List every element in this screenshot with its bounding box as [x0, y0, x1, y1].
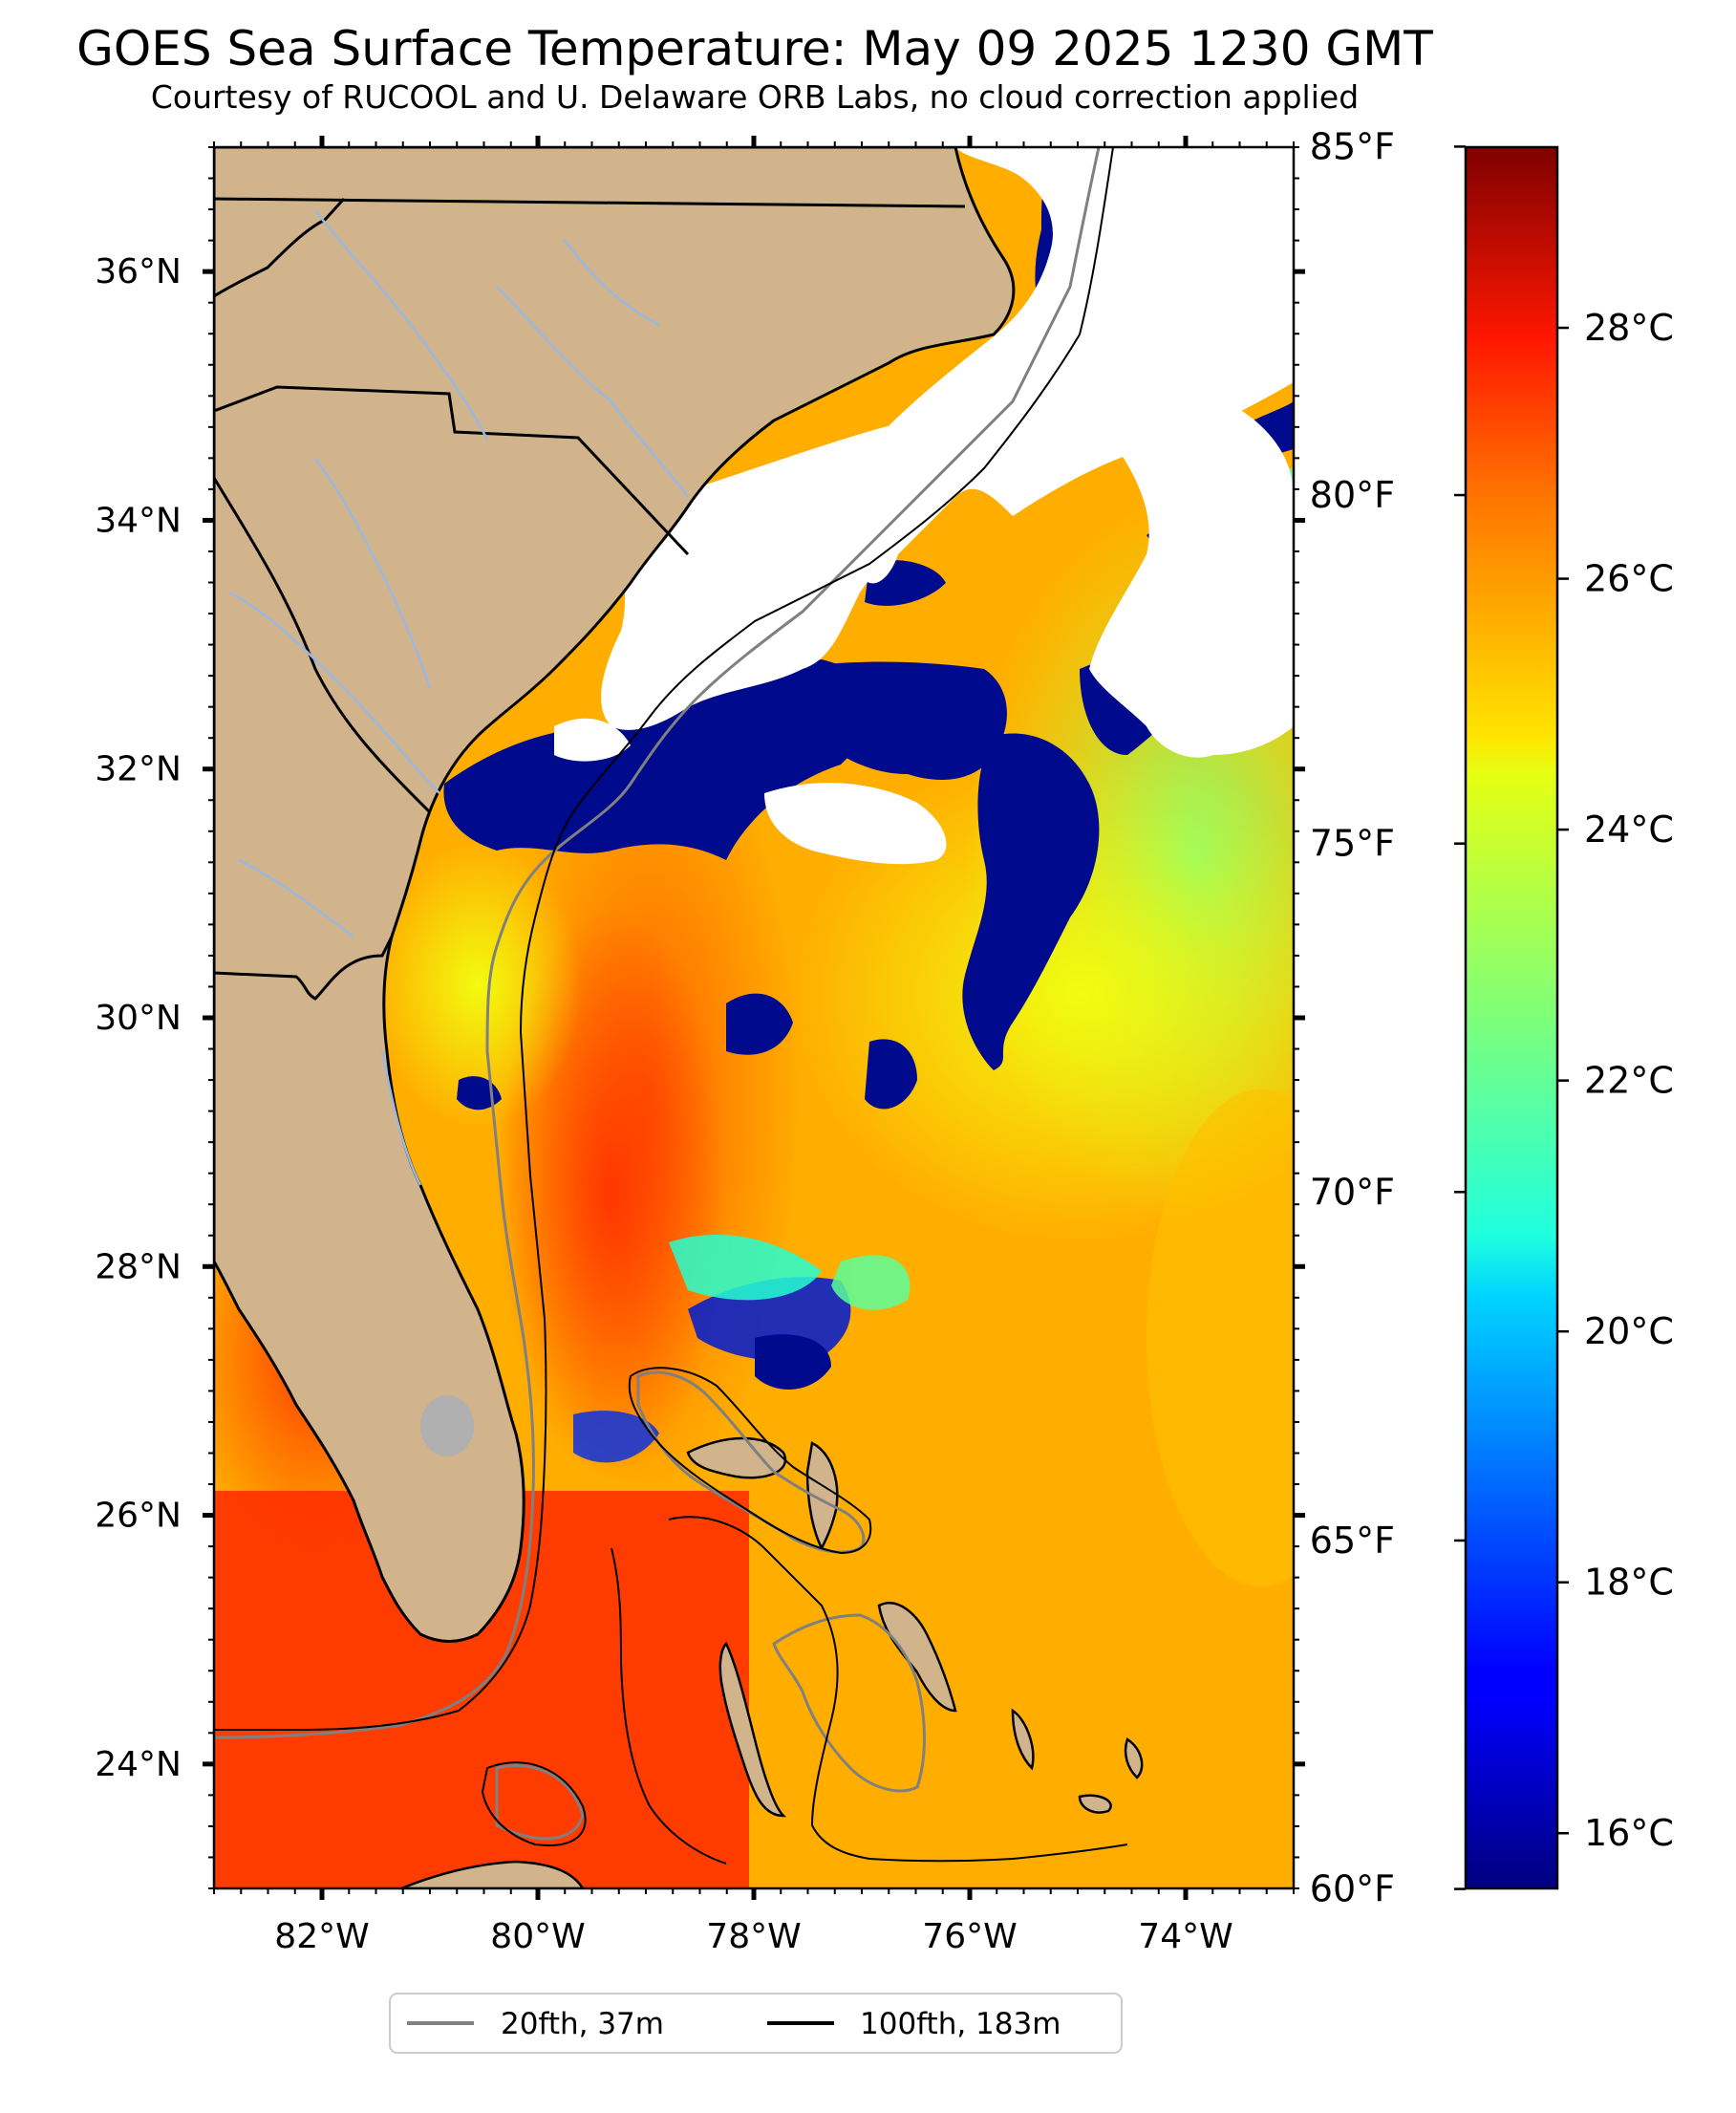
latitude-ticks: 24°N 26°N 28°N 30°N 32°N 34°N 36°N [95, 252, 1305, 1784]
minor-ticks [208, 141, 1299, 1894]
land-cuba [400, 1860, 585, 1888]
lon-tick-label: 80°W [490, 1917, 585, 1956]
legend: 20fth, 37m 100fth, 183m [389, 1993, 1123, 2054]
lat-tick-label: 24°N [95, 1745, 182, 1784]
colorbar-gradient [1466, 147, 1557, 1888]
fahrenheit-axis: 60°F 65°F 70°F 75°F 80°F 85°F [1310, 125, 1466, 1910]
celsius-tick-label: 20°C [1584, 1310, 1674, 1352]
legend-box [389, 1993, 1123, 2054]
celsius-tick-label: 22°C [1584, 1060, 1674, 1102]
lon-tick-label: 74°W [1138, 1917, 1232, 1956]
fahrenheit-tick-label: 70°F [1310, 1171, 1395, 1213]
longitude-ticks: 82°W 80°W 78°W 76°W 74°W [274, 136, 1233, 1956]
lon-tick-label: 82°W [274, 1917, 369, 1956]
land-bahamas [686, 1436, 1144, 1818]
chart-title: GOES Sea Surface Temperature: May 09 202… [76, 21, 1433, 76]
lat-tick-label: 34°N [95, 501, 182, 540]
isobath-100fth [214, 147, 1128, 1865]
celsius-axis: 16°C 18°C 20°C 22°C 24°C 26°C 28°C [1557, 307, 1674, 1854]
celsius-tick-label: 28°C [1584, 307, 1674, 349]
lat-tick-label: 28°N [95, 1247, 182, 1286]
celsius-tick-label: 16°C [1584, 1812, 1674, 1854]
lat-tick-label: 30°N [95, 999, 182, 1038]
rivers [228, 209, 689, 1186]
lon-tick-label: 76°W [922, 1917, 1017, 1956]
legend-label-20fth: 20fth, 37m [501, 2007, 664, 2041]
state-borders [214, 197, 966, 1001]
fahrenheit-tick-label: 60°F [1310, 1868, 1395, 1910]
lat-tick-label: 26°N [95, 1497, 182, 1536]
coastal-shelf-cool-band [373, 841, 583, 1128]
chart-subtitle: Courtesy of RUCOOL and U. Delaware ORB L… [150, 78, 1360, 116]
celsius-tick-label: 26°C [1584, 558, 1674, 600]
lake-okeechobee [420, 1395, 474, 1456]
lon-tick-label: 78°W [706, 1917, 801, 1956]
isobath-20fth [214, 147, 1101, 1841]
colorbar-frame [1464, 145, 1559, 1890]
celsius-tick-label: 18°C [1584, 1562, 1674, 1604]
land-southeast-us [214, 147, 1016, 1643]
celsius-tick-label: 24°C [1584, 809, 1674, 851]
fahrenheit-tick-label: 85°F [1310, 125, 1395, 167]
lat-tick-label: 36°N [95, 252, 182, 291]
colorbar: 16°C 18°C 20°C 22°C 24°C 26°C 28°C [1464, 145, 1674, 1890]
fahrenheit-tick-label: 75°F [1310, 823, 1395, 865]
lat-tick-label: 32°N [95, 750, 182, 789]
fahrenheit-tick-label: 65°F [1310, 1520, 1395, 1562]
fahrenheit-tick-label: 80°F [1310, 474, 1395, 516]
sst-map [214, 147, 1294, 1888]
legend-label-100fth: 100fth, 183m [860, 2007, 1061, 2041]
